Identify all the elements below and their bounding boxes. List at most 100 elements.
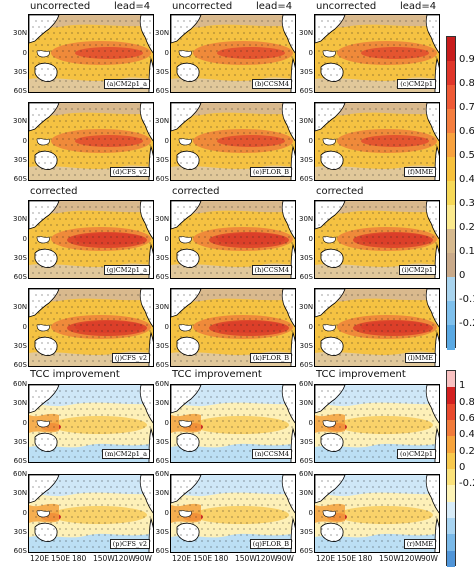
colorbar-swatch [447, 133, 455, 158]
america-landmass [425, 475, 439, 514]
australia-landmass [176, 150, 200, 170]
warm-band [193, 506, 289, 524]
lon-tick-label: 150W [93, 554, 115, 563]
warm-core [217, 135, 285, 147]
lat-tick-label: 30S [299, 253, 313, 262]
maritime-continent [36, 138, 50, 146]
asia-landmass [29, 289, 60, 318]
map-panel: (e)FLOR_B [170, 102, 296, 181]
maritime-continent [322, 420, 336, 428]
cool-patch [29, 289, 153, 302]
colorbar-swatch [447, 485, 455, 503]
warm-core [353, 232, 433, 248]
significance-stippling [174, 480, 293, 548]
australia-landmass [320, 432, 344, 452]
lon-tick-label: 150W [235, 554, 257, 563]
lat-tick-label: 0 [164, 234, 169, 243]
warm-core [209, 320, 289, 336]
lon-tick-label: 150E [193, 554, 213, 563]
map-panel: (g)CM2p1_a [28, 200, 154, 279]
lat-tick-label: 30N [155, 303, 170, 312]
warm-band [193, 416, 289, 434]
lon-tick-label: 120E [316, 554, 336, 563]
america-landmass [139, 289, 153, 328]
colorbar-tick-label: 0 [459, 462, 466, 473]
map-canvas [29, 289, 153, 366]
cool-patch [171, 201, 295, 214]
lat-tick-label: 0 [308, 418, 313, 427]
panel-label: (o)CM2p1 [396, 449, 436, 459]
map-canvas [315, 289, 439, 366]
lat-tick-label: 60S [13, 457, 27, 465]
lat-tick-label: 30N [155, 117, 170, 126]
america-landmass [425, 289, 439, 328]
colorbar-tick-label: -0.1 [459, 294, 474, 305]
map-canvas [171, 15, 295, 92]
america-landmass [281, 201, 295, 240]
colorbar-tick-label: 0.1 [459, 246, 474, 257]
asia-landmass [315, 201, 346, 230]
america-landmass [139, 475, 153, 514]
panel-label: (m)CM2p1_a [101, 449, 150, 459]
lead-label: lead=4 [256, 1, 293, 12]
lat-tick-label: 30S [299, 527, 313, 536]
lon-tick-label: 90W [421, 554, 438, 563]
colorbar-swatch [447, 277, 455, 302]
map-panel: (j)CFS_v2 [28, 288, 154, 367]
asia-landmass [29, 15, 60, 44]
colorbar-tick-label: 0.6 [459, 126, 474, 137]
lat-tick-label: 0 [164, 48, 169, 57]
america-landmass [281, 289, 295, 328]
australia-landmass [176, 336, 200, 356]
maritime-continent [36, 420, 50, 428]
significance-stippling [32, 390, 151, 458]
colorbar-swatch [447, 403, 455, 421]
lon-tick-label: 120E [172, 554, 192, 563]
colorbar-swatch [447, 229, 455, 254]
asia-landmass [315, 289, 346, 318]
lat-tick-label: 0 [22, 508, 27, 517]
panel-label: (g)CM2p1_a [103, 265, 150, 275]
warm-band [337, 506, 433, 524]
lat-tick-label: 30S [13, 253, 27, 262]
section-header: uncorrected [30, 1, 91, 12]
warm-core [217, 47, 285, 59]
maritime-continent [36, 50, 50, 58]
australia-landmass [176, 522, 200, 542]
lon-tick-label: 150E [51, 554, 71, 563]
america-landmass [139, 201, 153, 240]
warm-core [75, 135, 143, 147]
australia-landmass [34, 432, 58, 452]
map-panel: (c)CM2p1 [314, 14, 440, 93]
section-header: TCC improvement [172, 369, 262, 380]
lat-tick-label: 0 [164, 136, 169, 145]
lat-tick-label: 30N [299, 303, 314, 312]
lon-tick-label: 120E [30, 554, 50, 563]
australia-landmass [34, 62, 58, 82]
map-panel: (r)MME [314, 474, 440, 553]
map-panel: (f)MME [314, 102, 440, 181]
warm-core [209, 232, 289, 248]
panel-label: (d)CFS_v2 [109, 167, 150, 177]
lat-tick-label: 30S [155, 341, 169, 350]
colorbar-swatch [447, 301, 455, 326]
cool-patch [171, 103, 295, 116]
panel-label: (r)MME [403, 539, 436, 549]
cool-patch [315, 15, 439, 28]
map-canvas [29, 201, 153, 278]
lon-tick-label: 180 [358, 554, 373, 563]
australia-landmass [320, 150, 344, 170]
map-panel: (a)CM2p1_a [28, 14, 154, 93]
lon-tick-label: 120W [114, 554, 136, 563]
colorbar-swatch [447, 109, 455, 134]
section-header: corrected [30, 186, 78, 197]
significance-stippling [174, 206, 293, 274]
panel-label: (c)CM2p1 [397, 79, 436, 89]
section-header: corrected [172, 186, 220, 197]
america-landmass [139, 15, 153, 54]
asia-landmass [29, 201, 60, 230]
colorbar-tick-label: 0.4 [459, 429, 474, 441]
panel-label: (j)CFS_v2 [111, 353, 150, 363]
asia-landmass [171, 475, 202, 504]
